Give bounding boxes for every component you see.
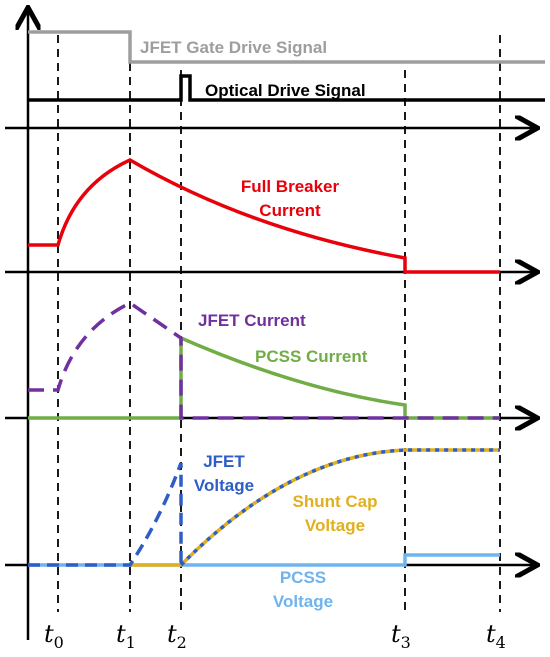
time-symbol: t bbox=[486, 620, 496, 648]
signal-label: Current bbox=[259, 201, 321, 220]
signal-label: Voltage bbox=[305, 516, 365, 535]
time-subscript: 1 bbox=[126, 633, 136, 652]
signal-label: Voltage bbox=[194, 476, 254, 495]
time-subscript: 2 bbox=[177, 633, 187, 652]
time-symbol: t bbox=[116, 620, 126, 648]
time-marker: t4 bbox=[486, 620, 506, 652]
time-subscript: 4 bbox=[496, 633, 506, 652]
time-symbol: t bbox=[391, 620, 401, 648]
time-marker: t1 bbox=[116, 620, 136, 652]
time-subscript: 3 bbox=[401, 633, 411, 652]
signal-label: PCSS Current bbox=[255, 347, 368, 366]
signal-label: Optical Drive Signal bbox=[205, 81, 366, 100]
signal-label: Shunt Cap bbox=[293, 492, 378, 511]
time-marker: t3 bbox=[391, 620, 411, 652]
signal-label: Full Breaker bbox=[241, 177, 340, 196]
signal-label: PCSS bbox=[280, 568, 326, 587]
time-marker: t0 bbox=[44, 620, 64, 652]
time-subscript: 0 bbox=[54, 633, 64, 652]
signal-label: JFET Gate Drive Signal bbox=[140, 38, 327, 57]
time-symbol: t bbox=[44, 620, 54, 648]
signal-label: JFET bbox=[203, 452, 245, 471]
signal-label: JFET Current bbox=[198, 311, 306, 330]
time-marker: t2 bbox=[167, 620, 187, 652]
waveforms bbox=[28, 30, 545, 567]
labels: JFET Gate Drive Signal Optical Drive Sign… bbox=[44, 38, 506, 652]
signal-label: Voltage bbox=[273, 592, 333, 611]
time-symbol: t bbox=[167, 620, 177, 648]
